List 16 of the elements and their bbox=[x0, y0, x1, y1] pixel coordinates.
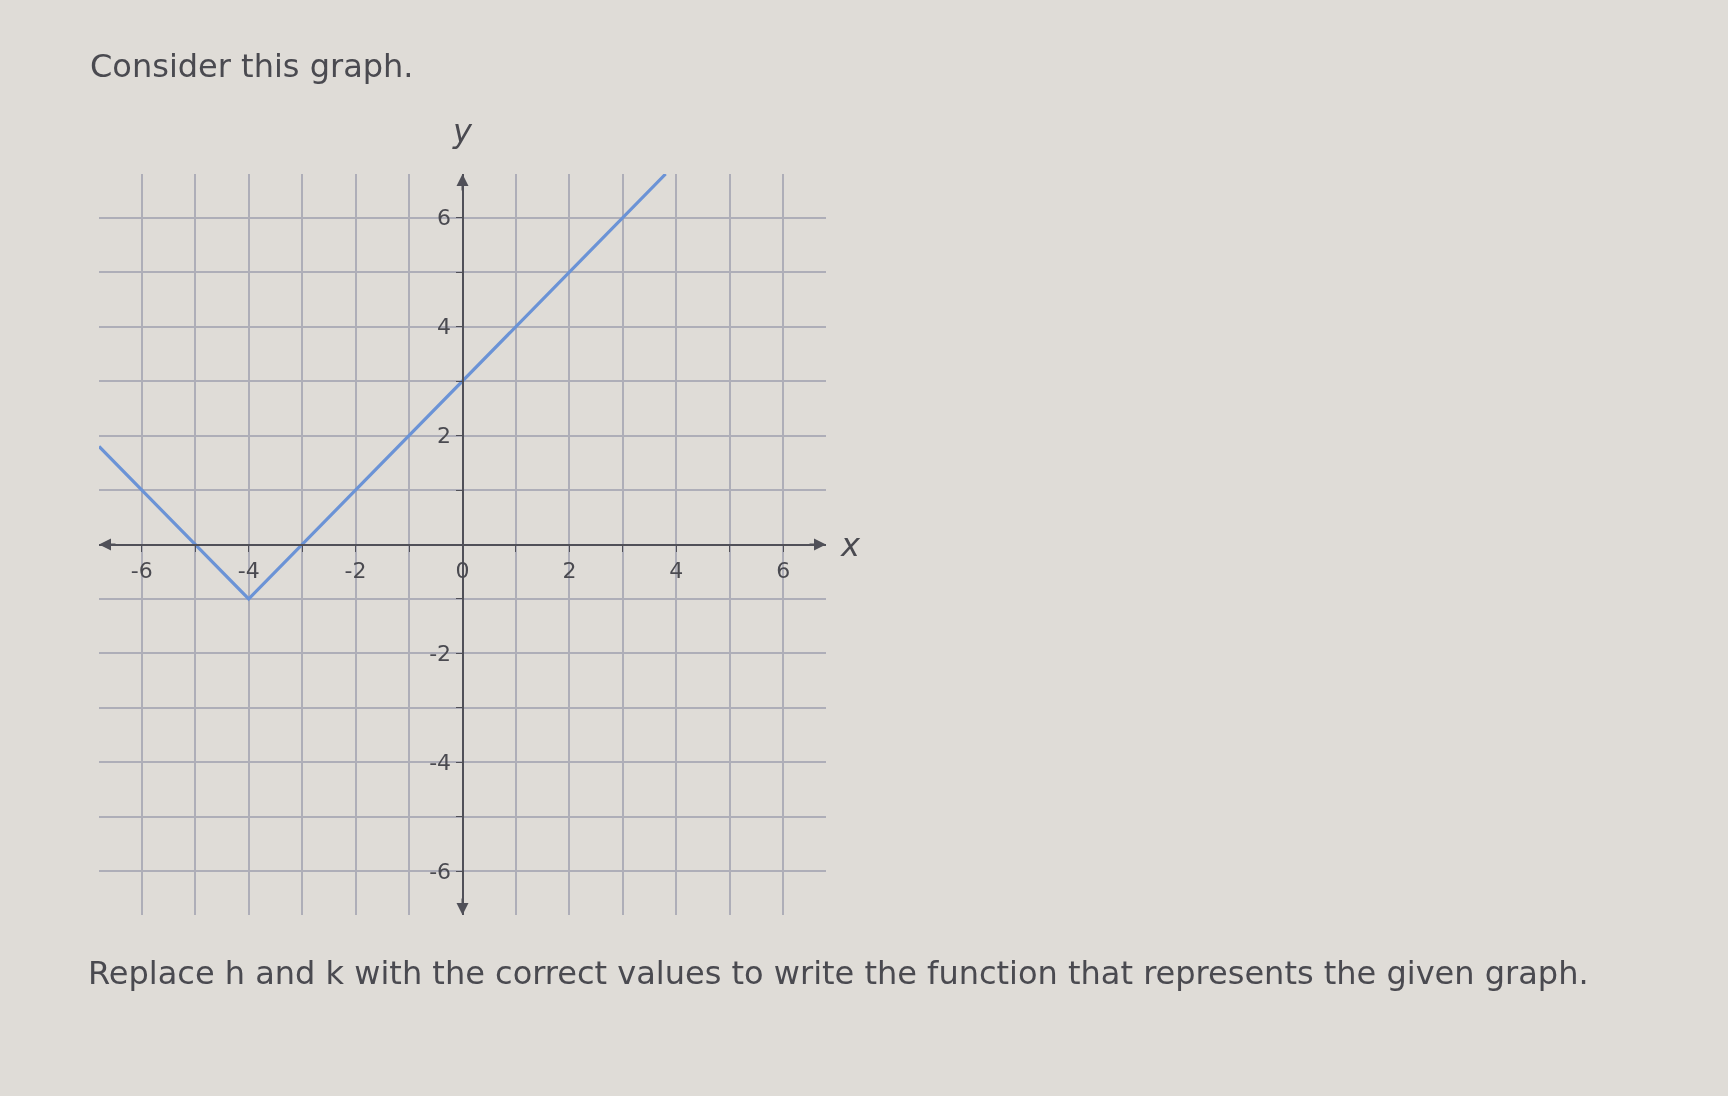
y-tick-label: -4 bbox=[429, 750, 452, 776]
x-tick-label: 6 bbox=[776, 557, 791, 583]
x-axis-title: x bbox=[840, 526, 861, 564]
x-tick-label: 2 bbox=[562, 557, 577, 583]
x-tick-label: -2 bbox=[344, 557, 367, 583]
y-tick-label: 6 bbox=[437, 205, 452, 231]
x-tick-label: -4 bbox=[237, 557, 260, 583]
chart-title: Consider this graph. bbox=[90, 47, 414, 86]
y-axis-title: y bbox=[452, 112, 473, 150]
y-tick-label: 2 bbox=[437, 423, 452, 449]
y-tick-label: 4 bbox=[437, 314, 452, 340]
text: Replace h and k with the correct values to write the function that represents the given graph. bbox=[88, 954, 1589, 992]
y-tick-label: -2 bbox=[429, 641, 452, 667]
y-tick-label: -6 bbox=[429, 859, 452, 885]
x-tick-label: -6 bbox=[130, 557, 153, 583]
x-tick-label: 4 bbox=[669, 557, 684, 583]
